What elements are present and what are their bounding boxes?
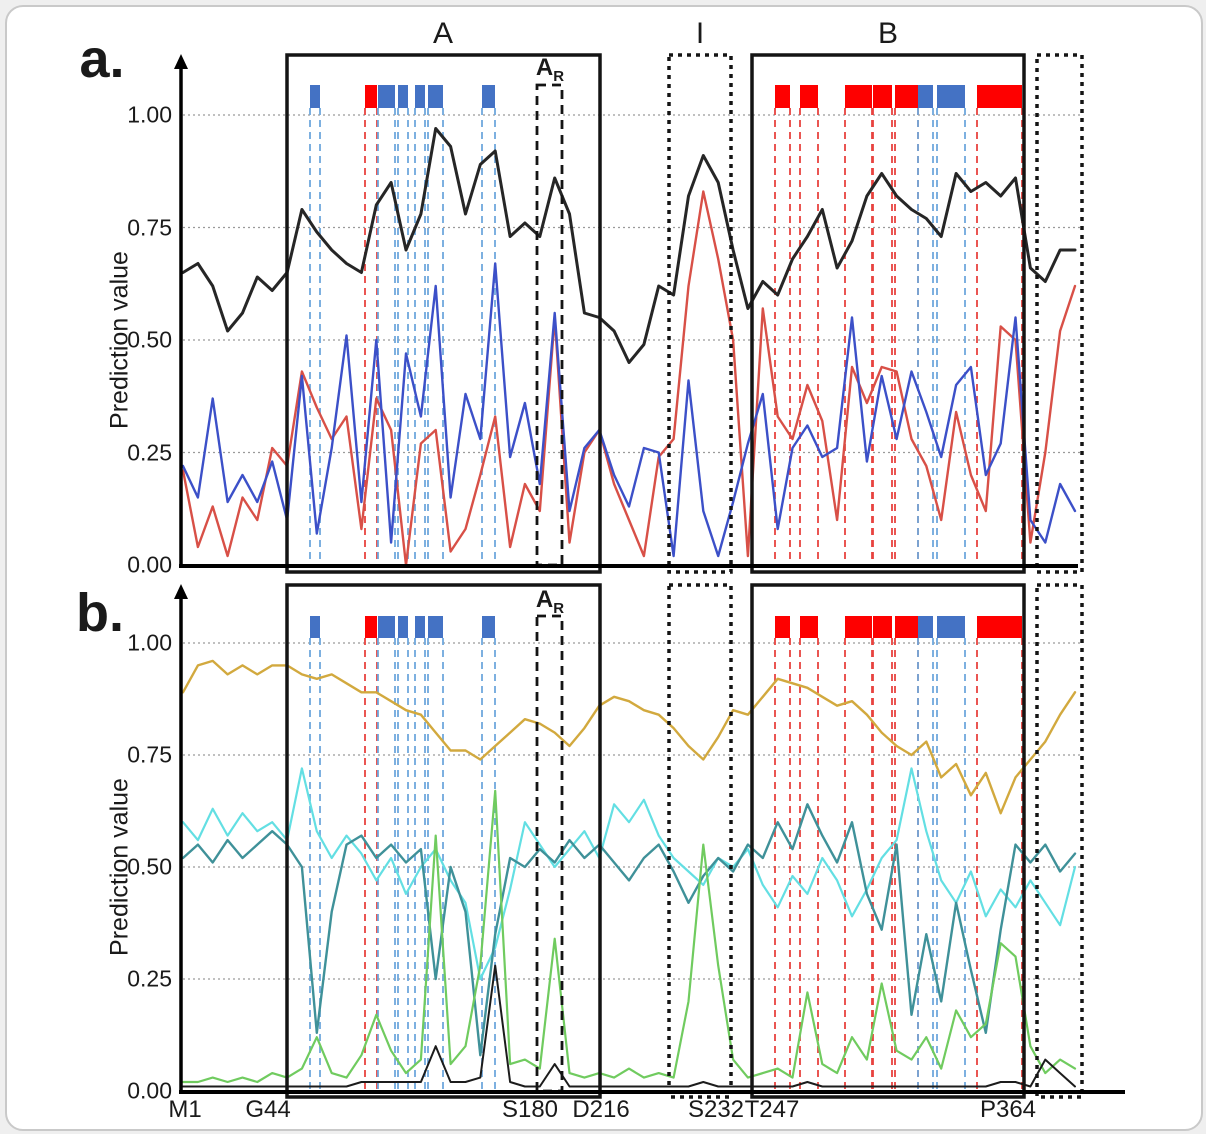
region-label-ar-panel-a: AR bbox=[535, 54, 565, 85]
y-axis-arrow bbox=[174, 54, 188, 69]
panel-a-letter: a. bbox=[79, 29, 125, 89]
epitope-marker-red bbox=[977, 616, 1022, 638]
region-box-A bbox=[285, 583, 602, 1099]
epitope-marker-blue bbox=[378, 616, 395, 638]
region-box-I bbox=[667, 53, 733, 574]
epitope-marker-blue bbox=[415, 85, 425, 108]
epitope-marker-blue bbox=[398, 85, 408, 108]
epitope-marker-blue bbox=[398, 616, 408, 638]
y-tick-label: 0.50 bbox=[127, 853, 172, 880]
region-label-a: A bbox=[432, 17, 454, 50]
series-black-panel-a bbox=[181, 127, 1077, 364]
y-axis-arrow bbox=[174, 584, 188, 599]
series-red-panel-a bbox=[181, 190, 1077, 567]
epitope-marker-blue bbox=[428, 616, 443, 638]
epitope-marker-blue bbox=[378, 85, 395, 108]
series-black-thin-panel-b bbox=[182, 964, 1076, 1088]
panel-b-letter: b. bbox=[76, 583, 124, 643]
region-box-right bbox=[1035, 53, 1084, 574]
epitope-marker-blue bbox=[415, 616, 425, 638]
epitope-marker-red bbox=[775, 85, 790, 108]
x-tick-label: T247 bbox=[744, 1096, 800, 1123]
series-teal-panel-b bbox=[181, 803, 1077, 1057]
epitope-marker-blue bbox=[310, 616, 320, 638]
y-tick-label: 0.50 bbox=[127, 326, 172, 353]
epitope-marker-red bbox=[873, 85, 892, 108]
series-cyan-panel-b bbox=[181, 767, 1077, 981]
epitope-marker-red bbox=[845, 616, 872, 638]
epitope-marker-blue bbox=[428, 85, 443, 108]
y-tick-label: 0.25 bbox=[127, 965, 172, 992]
region-label-ar-panel-b: AR bbox=[535, 586, 565, 617]
epitope-marker-blue bbox=[918, 616, 933, 638]
region-box-I bbox=[667, 583, 733, 1099]
region-box-B bbox=[750, 583, 1026, 1099]
epitope-marker-red bbox=[845, 85, 872, 108]
series-blue-panel-a bbox=[181, 262, 1077, 558]
epitope-marker-blue bbox=[937, 85, 965, 108]
epitope-marker-red bbox=[895, 85, 918, 108]
epitope-marker-red bbox=[873, 616, 892, 638]
epitope-marker-red bbox=[800, 616, 818, 638]
x-tick-label: G44 bbox=[245, 1096, 291, 1123]
epitope-marker-blue bbox=[482, 85, 495, 108]
y-tick-label: 0.75 bbox=[127, 214, 172, 240]
epitope-marker-red bbox=[365, 616, 377, 638]
y-tick-label: 0.00 bbox=[127, 1077, 172, 1104]
region-box-right bbox=[1035, 583, 1084, 1099]
epitope-marker-red bbox=[977, 85, 1022, 108]
y-tick-label: 0.25 bbox=[127, 439, 172, 465]
x-tick-label: S180 bbox=[501, 1096, 559, 1123]
series-green-panel-b bbox=[181, 789, 1077, 1084]
y-tick-label: 0.00 bbox=[127, 551, 172, 578]
region-box-ar bbox=[535, 614, 564, 1093]
epitope-marker-red bbox=[365, 85, 377, 108]
epitope-marker-blue bbox=[310, 85, 320, 108]
x-tick-label: P364 bbox=[979, 1096, 1037, 1123]
region-box-B bbox=[750, 53, 1026, 574]
y-tick-label: 0.75 bbox=[127, 741, 172, 768]
region-label-i: I bbox=[695, 17, 705, 50]
region-label-b: B bbox=[877, 17, 899, 50]
epitope-marker-red bbox=[800, 85, 818, 108]
epitope-marker-blue bbox=[482, 616, 495, 638]
x-tick-label: S232 bbox=[687, 1096, 745, 1123]
epitope-marker-red bbox=[895, 616, 918, 638]
region-box-A bbox=[285, 53, 602, 574]
epitope-marker-blue bbox=[918, 85, 933, 108]
epitope-marker-blue bbox=[937, 616, 965, 638]
x-tick-label: D216 bbox=[572, 1096, 630, 1123]
x-tick-label: M1 bbox=[168, 1096, 202, 1123]
epitope-marker-red bbox=[775, 616, 790, 638]
y-tick-label: 1.00 bbox=[127, 101, 172, 128]
y-tick-label: 1.00 bbox=[127, 629, 172, 656]
series-yellow-panel-b bbox=[181, 659, 1077, 815]
